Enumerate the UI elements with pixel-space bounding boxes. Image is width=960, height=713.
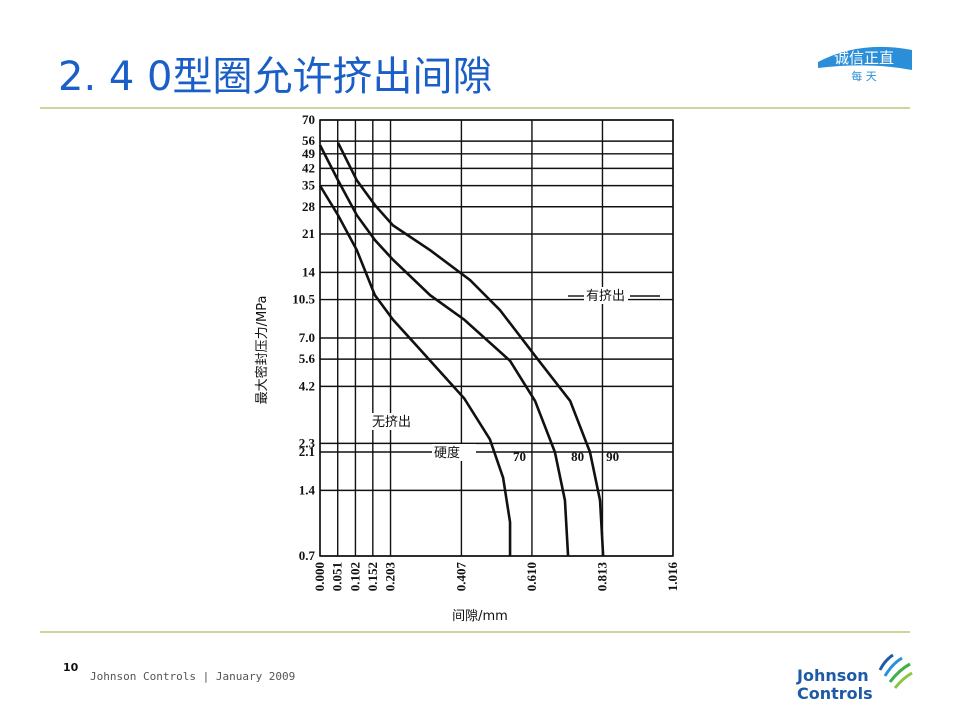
footer-text: Johnson Controls | January 2009 — [90, 670, 295, 683]
y-tick-label: 70 — [302, 112, 315, 127]
y-tick-label: 14 — [302, 264, 316, 279]
x-tick-label: 0.102 — [347, 562, 362, 591]
series-label: 80 — [571, 449, 584, 464]
x-tick-label: 0.610 — [524, 562, 539, 591]
footer-logo-line1: Johnson — [796, 666, 869, 685]
series-label: 70 — [513, 449, 526, 464]
top-logo-subtext: 每 天 — [851, 69, 877, 83]
x-tick-label: 0.203 — [383, 562, 398, 592]
y-tick-label: 2.3 — [299, 435, 316, 450]
y-tick-label: 4.2 — [299, 378, 315, 393]
x-axis-label: 间隙/mm — [452, 609, 508, 624]
annotation: 有挤出 — [586, 289, 625, 304]
line-series — [318, 184, 512, 556]
y-tick-label: 56 — [302, 133, 316, 148]
footer-logo-mark — [878, 653, 913, 689]
y-tick-label: 21 — [302, 226, 315, 241]
series-label: 90 — [606, 449, 619, 464]
x-tick-label: 0.152 — [365, 562, 380, 591]
y-tick-label: 2.1 — [299, 444, 315, 459]
y-tick-label: 1.4 — [299, 482, 316, 497]
top-logo-shape — [818, 46, 912, 70]
y-tick-label: 35 — [302, 178, 316, 193]
annotation-bg — [432, 444, 476, 461]
y-tick-label: 10.5 — [292, 292, 315, 307]
annotation-bg — [370, 413, 414, 430]
y-axis-label: 最大密封压力/MPa — [254, 296, 270, 405]
annotation-bg — [584, 287, 628, 304]
top-logo-text: 诚信正直 — [834, 49, 894, 67]
y-tick-label: 0.7 — [299, 548, 316, 563]
x-tick-label: 1.016 — [665, 562, 680, 592]
x-tick-label: 0.000 — [312, 562, 327, 591]
line-series — [336, 142, 605, 557]
line-series — [318, 144, 570, 557]
x-tick-label: 0.407 — [453, 562, 468, 592]
x-tick-label: 0.051 — [330, 562, 345, 591]
annotation: 硬度 — [434, 445, 460, 461]
y-tick-label: 42 — [302, 160, 315, 175]
y-tick-label: 28 — [302, 199, 316, 214]
y-tick-label: 49 — [302, 146, 316, 161]
y-tick-label: 7.0 — [299, 330, 315, 345]
footer-logo-line2: Controls — [797, 684, 873, 703]
annotation: 无挤出 — [372, 415, 411, 430]
page-number: 10 — [63, 661, 79, 674]
y-tick-label: 5.6 — [299, 351, 316, 366]
x-tick-label: 0.813 — [594, 562, 609, 592]
slide-title: 2. 4 0型圈允许挤出间隙 — [58, 54, 493, 100]
